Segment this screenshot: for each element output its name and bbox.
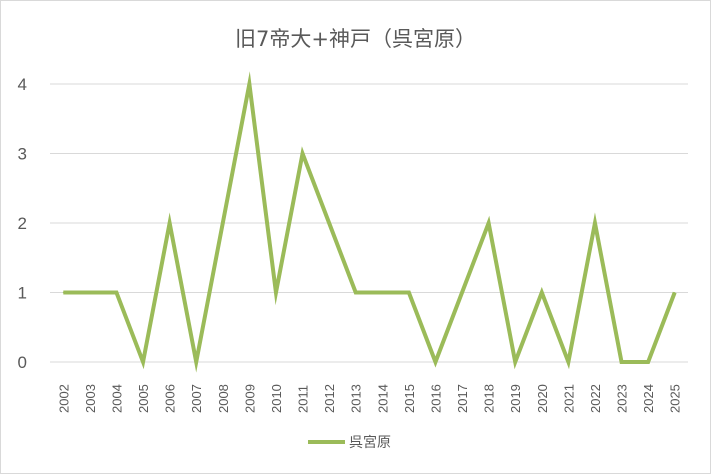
- data-point: [302, 153, 304, 154]
- y-tick-label: 3: [18, 145, 27, 164]
- x-tick-label: 2009: [242, 384, 257, 413]
- x-tick-label: 2010: [269, 384, 284, 413]
- data-point: [89, 292, 91, 293]
- x-tick-label: 2025: [668, 384, 683, 413]
- x-tick-label: 2024: [641, 384, 656, 413]
- data-point: [488, 222, 490, 224]
- data-point: [275, 292, 277, 293]
- data-point: [115, 292, 117, 293]
- x-tick-label: 2022: [588, 384, 603, 413]
- data-point: [62, 292, 64, 293]
- x-tick-label: 2015: [402, 384, 417, 413]
- data-point: [381, 292, 383, 293]
- series-line: [63, 71, 677, 373]
- chart-title: 旧7帝大+神戸（呉宮原）: [235, 27, 476, 51]
- x-tick-label: 2021: [561, 384, 576, 413]
- y-tick-label: 0: [18, 353, 27, 372]
- data-point: [594, 222, 596, 224]
- data-point: [514, 361, 516, 363]
- data-point: [434, 361, 436, 363]
- data-point: [647, 361, 649, 363]
- data-point: [142, 361, 144, 363]
- data-point: [355, 292, 357, 293]
- y-tick-label: 4: [18, 75, 27, 94]
- x-tick-label: 2005: [136, 384, 151, 413]
- x-tick-label: 2020: [535, 384, 550, 413]
- data-point: [222, 222, 224, 224]
- x-tick-label: 2019: [508, 384, 523, 413]
- data-point: [248, 83, 250, 85]
- data-point: [328, 222, 330, 224]
- x-tick-label: 2023: [615, 384, 630, 413]
- x-tick-label: 2016: [428, 384, 443, 413]
- x-tick-label: 2017: [455, 384, 470, 413]
- legend-label: 呉宮原: [349, 435, 391, 451]
- x-tick-label: 2011: [296, 385, 311, 413]
- x-tick-label: 2007: [189, 384, 204, 413]
- y-tick-label: 1: [18, 284, 27, 303]
- y-tick-label: 2: [18, 214, 27, 233]
- data-point: [195, 361, 197, 363]
- data-point: [621, 361, 623, 363]
- data-point: [408, 292, 410, 293]
- x-tick-label: 2008: [216, 384, 231, 413]
- x-tick-label: 2013: [349, 384, 364, 413]
- data-point: [461, 292, 463, 293]
- x-tick-label: 2002: [56, 384, 71, 413]
- data-point: [567, 361, 569, 363]
- x-tick-label: 2004: [109, 384, 124, 413]
- data-point: [169, 222, 171, 224]
- x-tick-label: 2012: [322, 384, 337, 413]
- x-tick-label: 2014: [375, 384, 390, 413]
- x-tick-label: 2003: [83, 384, 98, 413]
- data-point: [674, 292, 676, 293]
- x-tick-label: 2006: [163, 384, 178, 413]
- x-tick-label: 2018: [482, 384, 497, 413]
- data-point: [541, 292, 543, 293]
